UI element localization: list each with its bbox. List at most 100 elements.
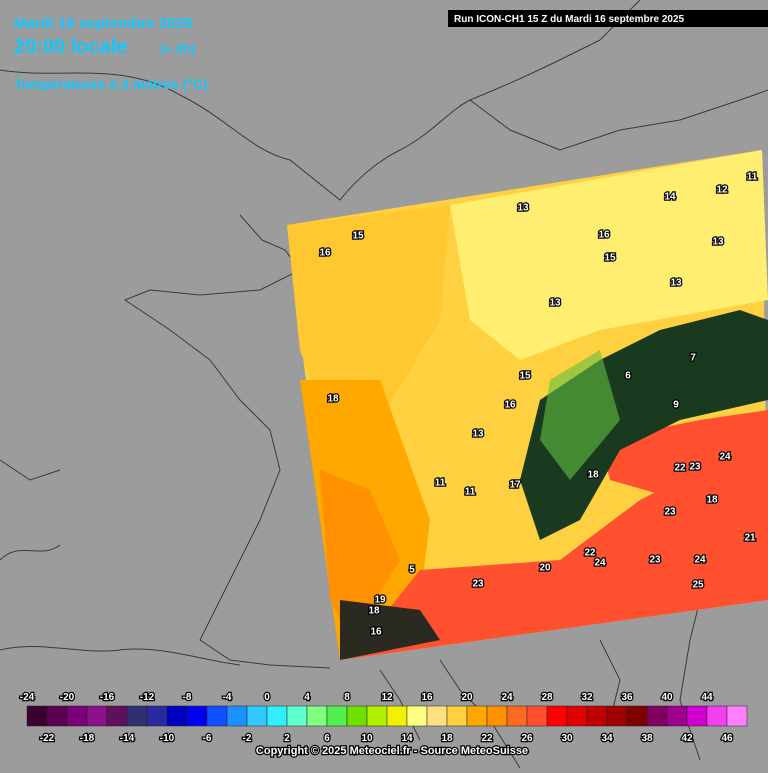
- temperature-label: 15: [352, 231, 364, 242]
- scale-label: 28: [541, 692, 553, 703]
- scale-swatch: [46, 705, 68, 727]
- scale-label: 26: [521, 733, 533, 744]
- scale-swatch: [286, 705, 308, 727]
- temperature-label: 11: [465, 487, 476, 498]
- scale-swatch: [566, 705, 588, 727]
- scale-label: -12: [140, 692, 155, 703]
- scale-label: 40: [661, 692, 673, 703]
- scale-label: -22: [40, 733, 55, 744]
- scale-swatch: [266, 705, 288, 727]
- scale-label: -8: [183, 692, 192, 703]
- temperature-label: 13: [712, 237, 724, 248]
- scale-label: 38: [641, 733, 653, 744]
- temperature-label: 7: [690, 353, 696, 364]
- temperature-label: 24: [694, 555, 706, 566]
- warm-zone: [320, 470, 400, 640]
- temperature-label: 16: [319, 248, 331, 259]
- temperature-label: 12: [716, 185, 728, 196]
- scale-label: -14: [120, 733, 135, 744]
- temperature-label: 18: [368, 606, 380, 617]
- scale-swatch: [686, 705, 708, 727]
- temperature-label: 22: [584, 548, 596, 559]
- date: Mardi 16 septembre 2025: [14, 15, 192, 32]
- scale-label: 18: [441, 733, 453, 744]
- temperature-label: 23: [689, 462, 701, 473]
- offset: (+ 3h): [160, 41, 195, 56]
- scale-swatch: [106, 705, 128, 727]
- mild-zone: [450, 150, 768, 360]
- scale-label: 42: [681, 733, 693, 744]
- scale-label: -10: [160, 733, 175, 744]
- temperature-label: 15: [604, 253, 616, 264]
- scale-swatch: [586, 705, 608, 727]
- temperature-label: 23: [649, 555, 661, 566]
- scale-swatch: [26, 705, 48, 727]
- scale-swatch: [186, 705, 208, 727]
- scale-label: -24: [20, 692, 35, 703]
- scale-label: 6: [324, 733, 330, 744]
- temperature-label: 13: [670, 278, 682, 289]
- scale-label: -18: [80, 733, 95, 744]
- scale-swatch: [166, 705, 188, 727]
- scale-swatch: [606, 705, 628, 727]
- hot-zone: [340, 450, 768, 660]
- scale-label: 36: [621, 692, 633, 703]
- scale-label: 20: [461, 692, 473, 703]
- temperature-label: 9: [673, 400, 679, 411]
- scale-swatch: [406, 705, 428, 727]
- scale-swatch: [726, 705, 748, 727]
- scale-swatch: [206, 705, 228, 727]
- scale-label: 30: [561, 733, 573, 744]
- scale-label: -2: [243, 733, 252, 744]
- temperature-label: 11: [747, 172, 758, 183]
- scale-label: 12: [381, 692, 393, 703]
- run-box: [448, 10, 768, 27]
- temperature-label: 13: [472, 429, 484, 440]
- temperature-label: 14: [664, 192, 676, 203]
- time: 20:00 locale: [14, 36, 127, 58]
- scale-swatch: [346, 705, 368, 727]
- scale-label: 14: [401, 733, 413, 744]
- temperature-label: 20: [539, 563, 551, 574]
- scale-swatch: [366, 705, 388, 727]
- temperature-label: 13: [517, 203, 529, 214]
- scale-swatch: [326, 705, 348, 727]
- scale-swatch: [226, 705, 248, 727]
- scale-swatch: [506, 705, 528, 727]
- scale-swatch: [146, 705, 168, 727]
- scale-label: 10: [361, 733, 373, 744]
- scale-label: 22: [481, 733, 493, 744]
- temperature-label: 23: [664, 507, 676, 518]
- temperature-label: 18: [706, 495, 718, 506]
- alpine-zone: [520, 310, 768, 540]
- scale-label: 0: [264, 692, 270, 703]
- alpine-zone: [340, 600, 440, 660]
- scale-swatch: [466, 705, 488, 727]
- scale-swatch: [526, 705, 548, 727]
- scale-swatch: [126, 705, 148, 727]
- temperature-label: 13: [549, 298, 561, 309]
- scale-swatch: [646, 705, 668, 727]
- variable: Températures à 2 mètres (°C): [14, 76, 208, 92]
- temperature-label: 11: [435, 478, 446, 489]
- model-domain: [287, 150, 768, 660]
- scale-swatch: [86, 705, 108, 727]
- scale-label: 32: [581, 692, 593, 703]
- scale-label: 46: [721, 733, 733, 744]
- scale-label: 24: [501, 692, 513, 703]
- temperature-label: 15: [519, 371, 531, 382]
- scale-label: 44: [701, 692, 713, 703]
- temperature-label: 6: [625, 371, 631, 382]
- scale-label: -4: [223, 692, 232, 703]
- scale-swatch: [546, 705, 568, 727]
- scale-label: -20: [60, 692, 75, 703]
- temperature-label: 18: [587, 470, 599, 481]
- scale-label: 34: [601, 733, 613, 744]
- scale-label: 8: [344, 692, 350, 703]
- temperature-label: 19: [374, 595, 386, 606]
- scale-swatch: [426, 705, 448, 727]
- copyright: Copyright © 2025 Meteociel.fr - Source M…: [256, 745, 528, 757]
- scale-label: 4: [304, 692, 310, 703]
- temperature-label: 25: [692, 580, 704, 591]
